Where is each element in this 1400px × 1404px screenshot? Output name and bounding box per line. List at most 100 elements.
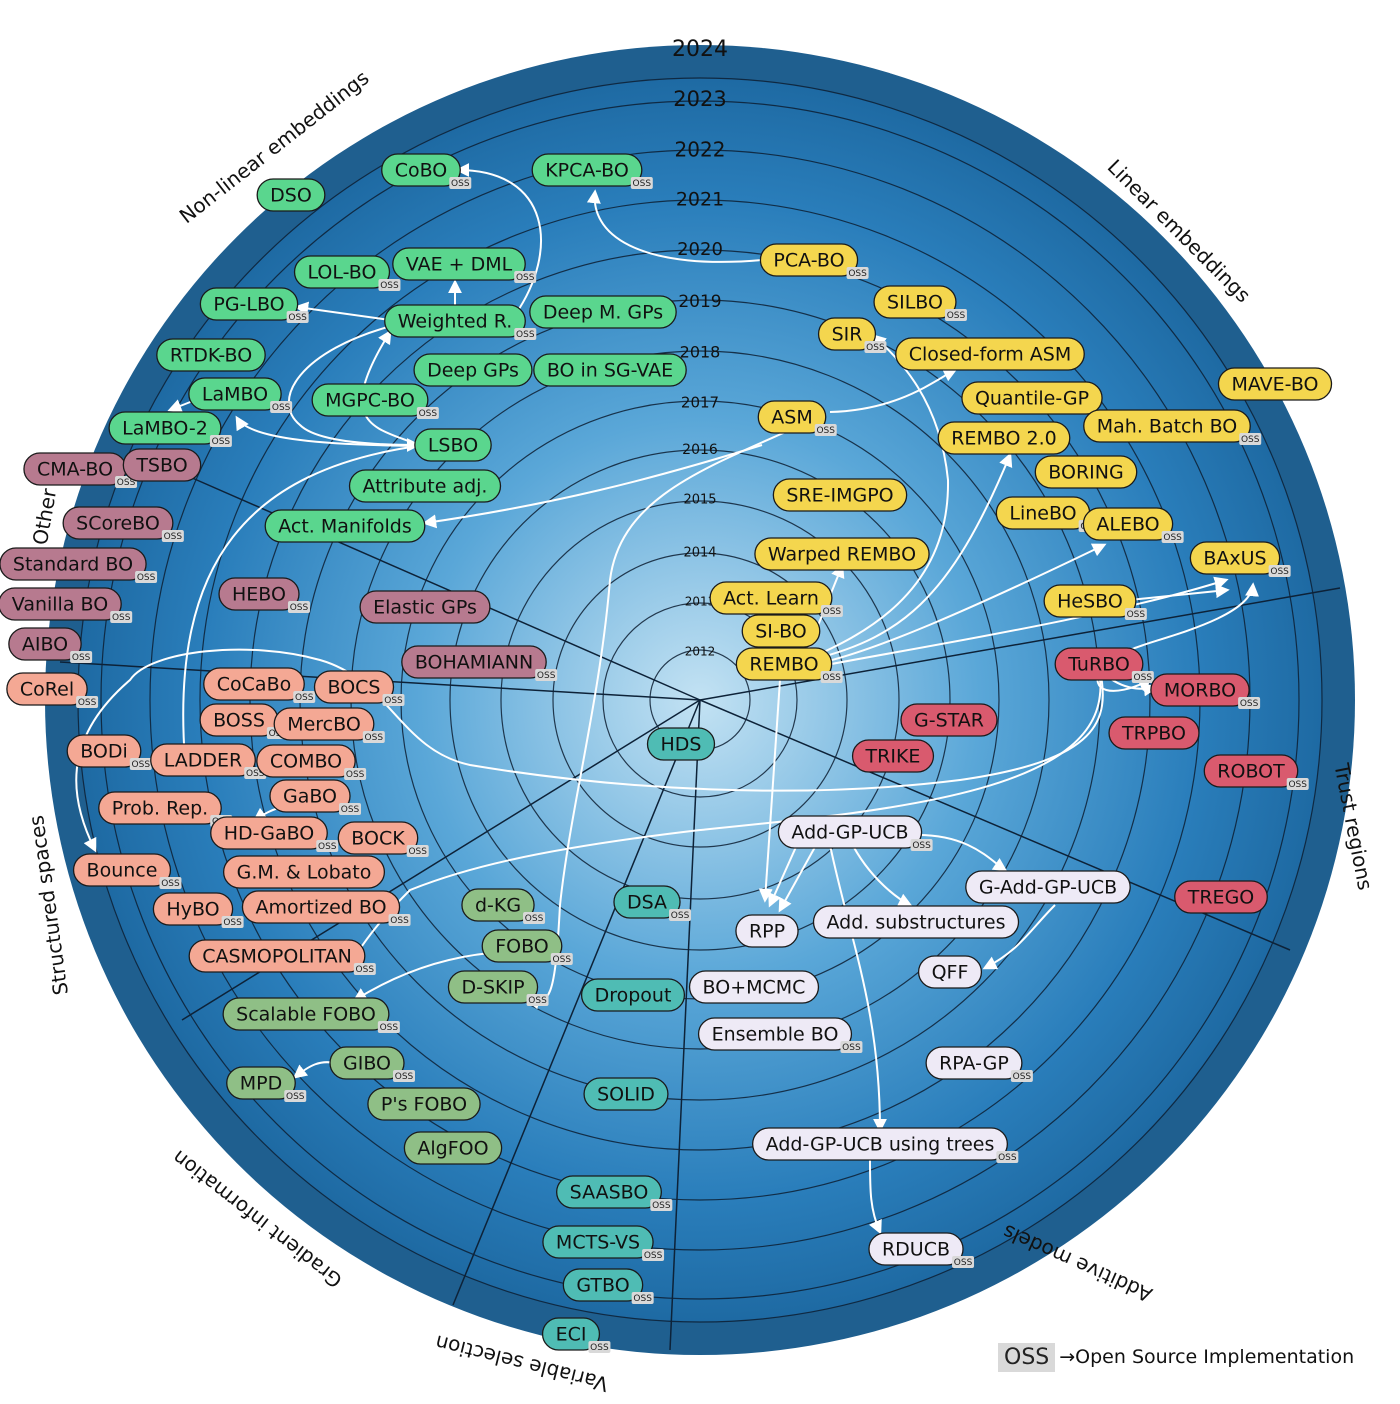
- method-pill[interactable]: REMBO OSS: [735, 647, 843, 683]
- method-pill[interactable]: Act. Manifolds: [264, 509, 426, 543]
- method-pill[interactable]: Deep M. GPs: [529, 295, 677, 329]
- method-pill[interactable]: LSBO: [414, 428, 492, 462]
- method-label: d-KG: [475, 895, 521, 917]
- method-pill[interactable]: Vanilla BO OSS: [0, 587, 133, 623]
- method-pill[interactable]: RTDK-BO: [156, 338, 266, 372]
- method-pill[interactable]: P's FOBO: [367, 1087, 481, 1121]
- method-pill[interactable]: SILBO OSS: [873, 285, 967, 321]
- pill-shape: [203, 667, 305, 701]
- method-pill[interactable]: Elastic GPs: [359, 590, 491, 624]
- method-pill[interactable]: Quantile-GP: [961, 381, 1103, 415]
- method-pill[interactable]: Add-GP-UCB OSS: [777, 815, 933, 851]
- method-pill[interactable]: CoCaBo OSS: [203, 667, 316, 703]
- method-pill[interactable]: BO+MCMC: [688, 970, 820, 1004]
- method-pill[interactable]: BOHAMIANN OSS: [401, 645, 558, 681]
- method-pill[interactable]: RPA-GP OSS: [925, 1046, 1033, 1082]
- method-pill[interactable]: GaBO OSS: [269, 779, 362, 815]
- method-pill[interactable]: Scalable FOBO OSS: [222, 997, 400, 1033]
- method-pill[interactable]: d-KG OSS: [461, 888, 546, 924]
- method-pill[interactable]: Attribute adj.: [348, 469, 502, 503]
- method-pill[interactable]: Closed-form ASM: [895, 337, 1085, 371]
- method-pill[interactable]: GTBO OSS: [562, 1268, 654, 1304]
- method-pill[interactable]: Mah. Batch BO OSS: [1083, 409, 1262, 445]
- method-pill[interactable]: Standard BO OSS: [0, 547, 158, 583]
- method-pill[interactable]: BO in SG-VAE: [533, 353, 687, 387]
- method-pill[interactable]: PG-LBO OSS: [199, 287, 309, 323]
- method-pill[interactable]: LaMBO-2 OSS: [108, 411, 232, 447]
- method-pill[interactable]: D-SKIP OSS: [447, 970, 549, 1006]
- method-pill[interactable]: LaMBO OSS: [188, 377, 293, 413]
- method-pill[interactable]: MercBO OSS: [273, 707, 385, 743]
- method-pill[interactable]: REMBO 2.0: [937, 421, 1071, 455]
- method-pill[interactable]: MAVE-BO: [1217, 367, 1333, 401]
- method-pill[interactable]: HeSBO OSS: [1043, 584, 1147, 620]
- method-pill[interactable]: RDUCB OSS: [868, 1232, 975, 1268]
- method-pill[interactable]: MGPC-BO OSS: [311, 383, 439, 419]
- method-pill[interactable]: TRIKE: [851, 739, 935, 773]
- method-pill[interactable]: Deep GPs: [413, 353, 533, 387]
- method-pill[interactable]: AlgFOO: [403, 1131, 503, 1165]
- method-pill[interactable]: RPP: [735, 914, 799, 948]
- method-pill[interactable]: Weighted R.OSS: [384, 304, 537, 340]
- method-pill[interactable]: HyBO OSS: [152, 892, 244, 928]
- method-pill[interactable]: G.M. & Lobato: [222, 855, 386, 889]
- method-pill[interactable]: MPD OSS: [226, 1066, 307, 1102]
- method-pill[interactable]: BODi OSS: [66, 734, 152, 770]
- method-label: MCTS-VS: [556, 1232, 640, 1254]
- method-pill[interactable]: GIBO OSS: [329, 1046, 415, 1082]
- method-pill[interactable]: CMA-BO OSS: [23, 452, 138, 488]
- method-pill[interactable]: COMBO OSS: [256, 744, 367, 780]
- method-pill[interactable]: QFF: [917, 955, 983, 989]
- method-pill[interactable]: Act. Learn OSS: [709, 581, 843, 617]
- method-pill[interactable]: Add. substructures: [812, 905, 1020, 939]
- method-pill[interactable]: G-STAR: [900, 703, 998, 737]
- method-pill[interactable]: BORING: [1034, 455, 1138, 489]
- method-pill[interactable]: BAxUS OSS: [1189, 541, 1291, 577]
- method-pill[interactable]: ASM OSS: [757, 400, 837, 436]
- method-label: CoRel: [20, 679, 74, 701]
- method-pill[interactable]: TRPBO: [1108, 716, 1200, 750]
- method-label: VAE + DML: [406, 254, 513, 276]
- method-pill[interactable]: SCoreBO OSS: [62, 506, 184, 542]
- pill-shape: [6, 672, 88, 706]
- method-pill[interactable]: CoRel OSS: [6, 672, 99, 708]
- method-pill[interactable]: HDS: [646, 727, 716, 761]
- method-pill[interactable]: HEBO OSS: [218, 577, 310, 613]
- method-pill[interactable]: Amortized BO OSS: [241, 890, 411, 926]
- method-pill[interactable]: CASMOPOLITAN OSS: [188, 939, 376, 975]
- method-pill[interactable]: SOLID: [583, 1077, 669, 1111]
- method-pill[interactable]: TSBO: [122, 448, 202, 482]
- method-pill[interactable]: MORBO OSS: [1150, 673, 1261, 709]
- method-pill[interactable]: TREGO: [1174, 880, 1268, 914]
- method-pill[interactable]: KPCA-BO OSS: [531, 153, 653, 189]
- method-pill[interactable]: TuRBO OSS: [1054, 647, 1154, 683]
- method-pill[interactable]: Dropout: [580, 978, 686, 1012]
- method-pill[interactable]: Warped REMBO: [754, 537, 930, 571]
- method-pill[interactable]: ALEBO OSS: [1082, 507, 1184, 543]
- method-pill[interactable]: G-Add-GP-UCB: [965, 870, 1131, 904]
- oss-badge-bg: [1131, 671, 1154, 683]
- method-pill[interactable]: Prob. Rep.OSS: [98, 791, 233, 827]
- method-pill[interactable]: DSA OSS: [613, 885, 692, 921]
- method-pill[interactable]: SRE-IMGPO: [772, 478, 908, 512]
- method-pill[interactable]: SI-BO: [741, 614, 821, 648]
- method-pill[interactable]: DSO: [256, 178, 326, 212]
- method-pill[interactable]: PCA-BO OSS: [759, 243, 869, 279]
- method-pill[interactable]: AIBO OSS: [8, 627, 93, 663]
- method-pill[interactable]: MCTS-VS OSS: [542, 1225, 665, 1261]
- method-pill[interactable]: FOBO OSS: [481, 929, 573, 965]
